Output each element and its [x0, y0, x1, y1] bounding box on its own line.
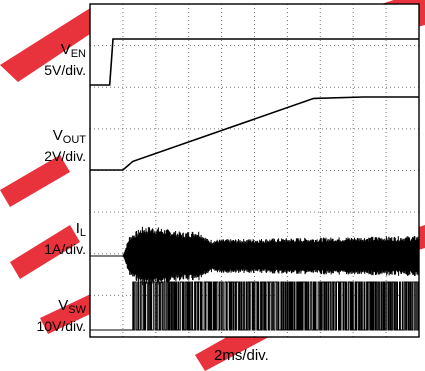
- x-axis-label: 2ms/div.: [214, 347, 269, 364]
- channel-name-vout: VOUT: [52, 127, 86, 147]
- channel-scale-ven: 5V/div.: [44, 62, 86, 78]
- channel-scale-vsw: 10V/div.: [36, 318, 86, 334]
- channel-name-ven: VEN: [60, 41, 86, 61]
- trace-il: [90, 226, 420, 286]
- channel-name-il: IL: [75, 220, 86, 240]
- trace-ven: [90, 38, 419, 86]
- channel-label-ven: VEN 5V/div.: [18, 41, 86, 79]
- trace-vsw: [90, 281, 420, 331]
- channel-label-vout: VOUT 2V/div.: [18, 127, 86, 165]
- channel-label-vsw: VSW 10V/div.: [14, 297, 86, 335]
- trace-group: [90, 38, 420, 331]
- channel-name-vsw: VSW: [58, 297, 86, 317]
- channel-scale-il: 1A/div.: [44, 241, 86, 257]
- channel-label-il: IL 1A/div.: [18, 220, 86, 258]
- plot-frame: [89, 3, 420, 338]
- channel-scale-vout: 2V/div.: [44, 148, 86, 164]
- trace-vout: [90, 96, 419, 171]
